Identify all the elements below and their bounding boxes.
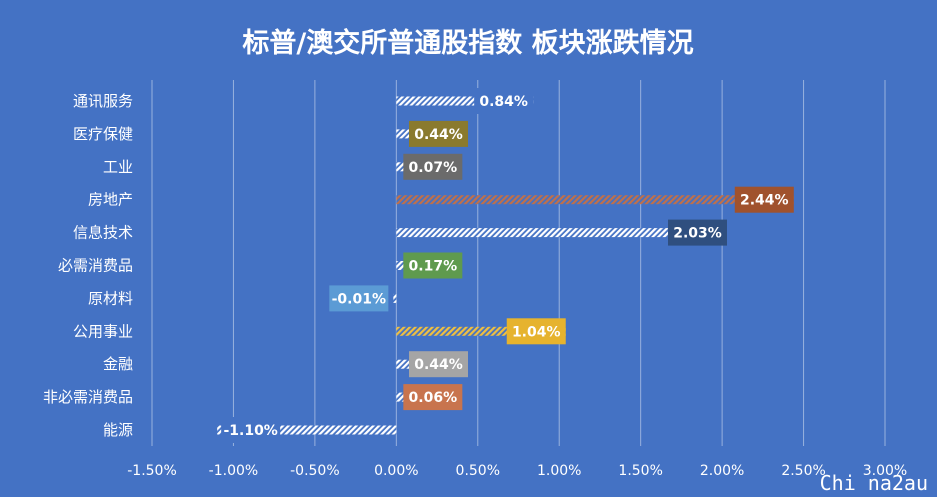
x-tick-label: -1.00% [209,463,259,479]
category-label: 必需消费品 [58,257,133,275]
data-label: 0.44% [414,127,463,143]
data-label-box [221,417,281,443]
bar [396,195,794,205]
x-tick-label: -0.50% [290,463,340,479]
category-label: 非必需消费品 [43,388,133,406]
gridlines [151,80,886,446]
data-label-box [506,318,566,345]
category-label: 医疗保健 [73,125,133,143]
data-label: 0.07% [409,160,458,176]
category-label: 通讯服务 [73,92,133,110]
x-tick-label: 3.00% [863,463,907,479]
category-label: 公用事业 [73,322,133,340]
bar [396,162,408,172]
bar [396,228,727,238]
data-label-box [409,351,469,378]
data-label: 0.44% [414,357,463,373]
chart-title: 标普/澳交所普通股指数 板块涨跌情况 [242,27,693,59]
bar [217,425,397,435]
x-tick-label: 2.50% [781,463,825,479]
data-label-box [403,252,463,279]
bar [396,96,534,106]
data-label-box [474,88,534,114]
bar [393,293,397,303]
data-label: 0.17% [409,259,458,275]
x-tick-label: 2.00% [700,463,744,479]
watermark: Chi na2au [820,471,928,495]
x-tick-label: -1.50% [127,463,177,479]
data-label-box [329,285,389,312]
data-label-box [734,186,794,213]
category-label: 房地产 [88,191,133,209]
x-tick-label: 0.50% [456,463,500,479]
data-label-box [667,219,727,246]
bar [396,392,407,402]
data-label: -1.10% [223,423,277,439]
data-label-box [403,153,463,180]
data-label: 2.03% [673,226,722,242]
data-label-box [409,120,469,147]
x-tick-labels: -1.50% -1.00% -0.50% 0.00% 0.50% 1.00% 1.50% 2.… [127,463,907,479]
bar [396,326,566,336]
x-tick-label: 1.00% [537,463,581,479]
data-label-box [403,384,463,411]
x-tick-label: 1.50% [618,463,662,479]
data-label: 1.04% [512,324,561,340]
data-label: -0.01% [332,291,386,307]
data-label: 0.84% [479,94,528,110]
category-label: 信息技术 [73,224,133,242]
category-label: 金融 [103,355,133,373]
category-label: 工业 [103,158,133,176]
bars: 0.84% 0.44% 0.07% 2.44% 2.03% 0.17% -0.01% 1.04… [217,88,794,443]
category-label: 原材料 [88,289,133,307]
category-label: 能源 [103,421,133,439]
data-label: 2.44% [740,193,789,209]
data-label: 0.06% [409,390,458,406]
x-tick-label: 0.00% [374,463,418,479]
